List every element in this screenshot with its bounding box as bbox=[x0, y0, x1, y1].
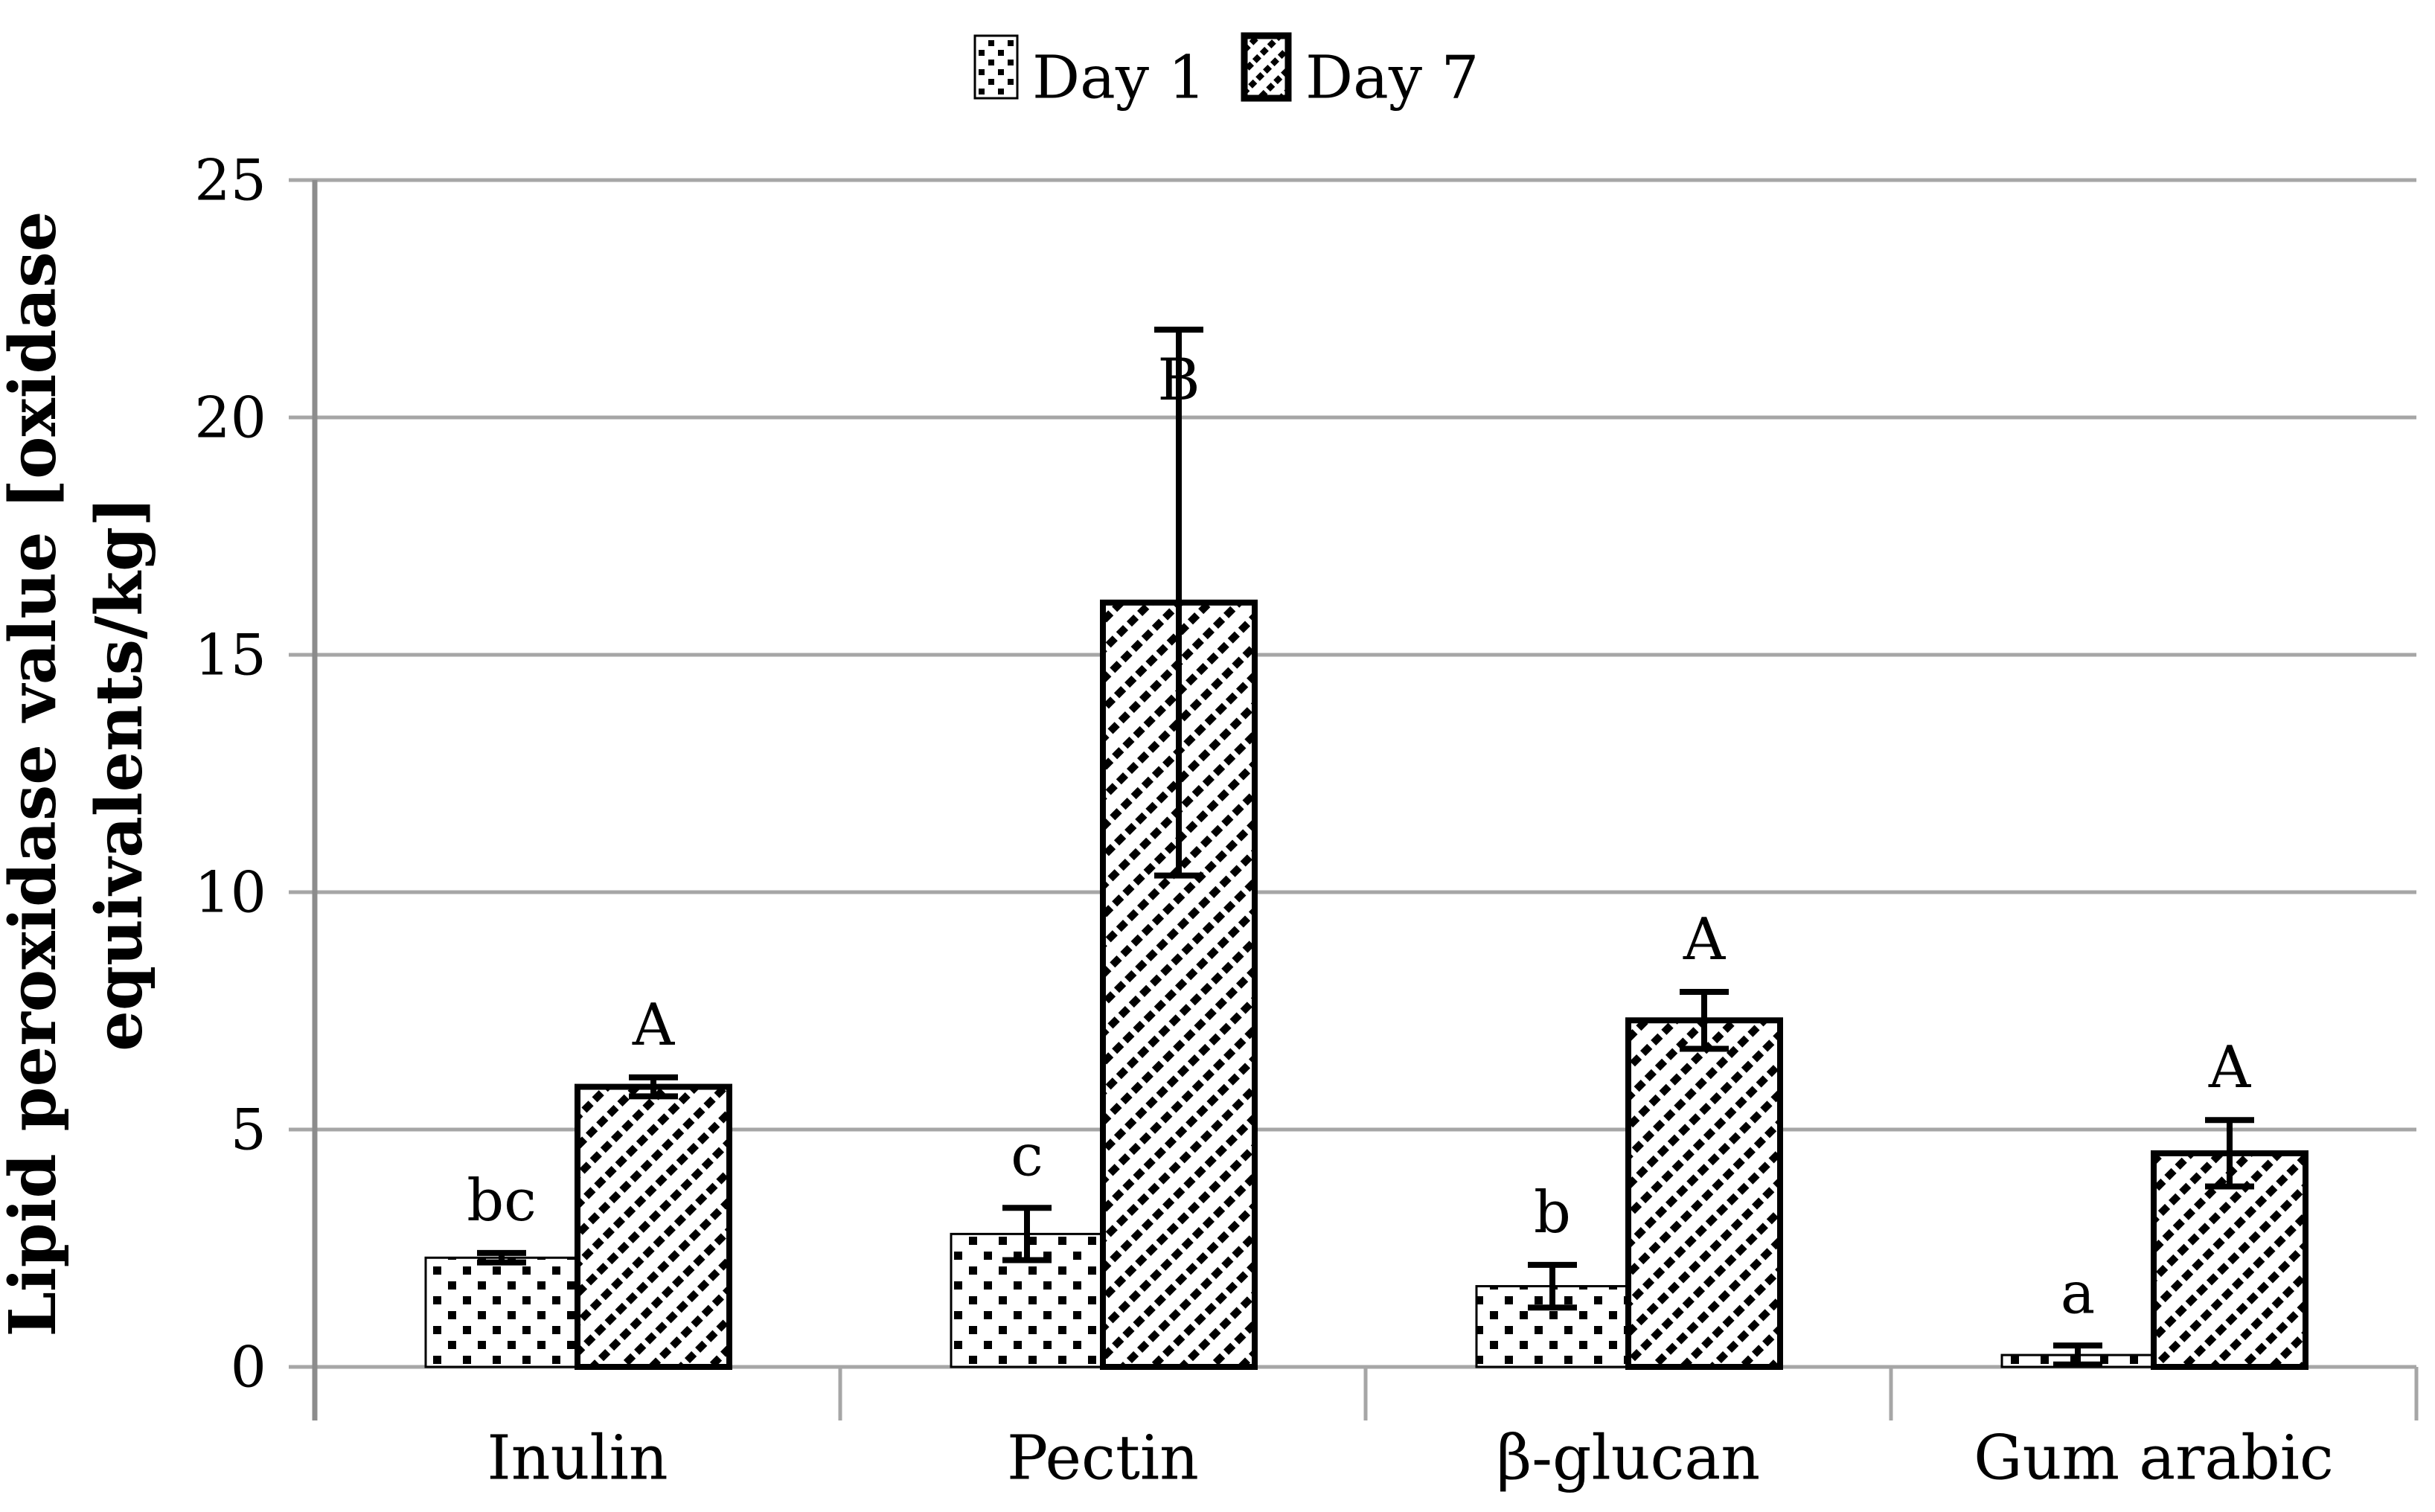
y-axis-title-line1: Lipid peroxidase value [oxidase bbox=[0, 211, 71, 1337]
legend-swatch-day1-dotted bbox=[973, 34, 1019, 100]
y-tick-label-0: 0 bbox=[231, 1334, 266, 1400]
bar-day1-0 bbox=[424, 1256, 579, 1368]
category-label-2: β-glucan bbox=[1497, 1423, 1760, 1494]
legend-label-day1: Day 1 bbox=[1032, 43, 1206, 112]
significance-letter-1-0: A bbox=[632, 992, 676, 1059]
bar-day7-3 bbox=[2151, 1150, 2308, 1371]
legend-label-day7: Day 7 bbox=[1305, 43, 1479, 112]
category-label-1: Pectin bbox=[1007, 1423, 1199, 1494]
significance-letter-0-2: b bbox=[1534, 1179, 1571, 1246]
y-axis-title-line2: equivalents/kg] bbox=[82, 496, 157, 1051]
significance-letter-0-3: a bbox=[2061, 1260, 2096, 1327]
y-axis-title: Lipid peroxidase value [oxidase equivale… bbox=[0, 211, 157, 1337]
legend-swatch-day7-hatched bbox=[1241, 32, 1292, 102]
legend: Day 1 Day 7 bbox=[973, 32, 1479, 112]
significance-letter-1-3: A bbox=[2208, 1034, 2252, 1101]
significance-letter-1-1: B bbox=[1157, 347, 1200, 414]
category-label-3: Gum arabic bbox=[1974, 1423, 2334, 1494]
y-tick-label-25: 25 bbox=[194, 147, 266, 214]
significance-letter-0-0: bc bbox=[467, 1167, 537, 1234]
significance-letter-0-1: c bbox=[1011, 1122, 1043, 1189]
y-tick-label-15: 15 bbox=[194, 622, 266, 688]
bar-day7-0 bbox=[575, 1083, 732, 1370]
y-tick-label-5: 5 bbox=[231, 1097, 266, 1163]
category-label-0: Inulin bbox=[487, 1423, 668, 1494]
y-tick-label-20: 20 bbox=[194, 385, 266, 451]
y-tick-label-10: 10 bbox=[194, 859, 266, 926]
bar-day7-2 bbox=[1625, 1017, 1783, 1370]
plot-area: 0 5 10 15 20 25 bc A Inulin c B Pectin b Aβ-glucan a A G… bbox=[194, 147, 2419, 1494]
significance-letter-1-2: A bbox=[1683, 906, 1727, 973]
